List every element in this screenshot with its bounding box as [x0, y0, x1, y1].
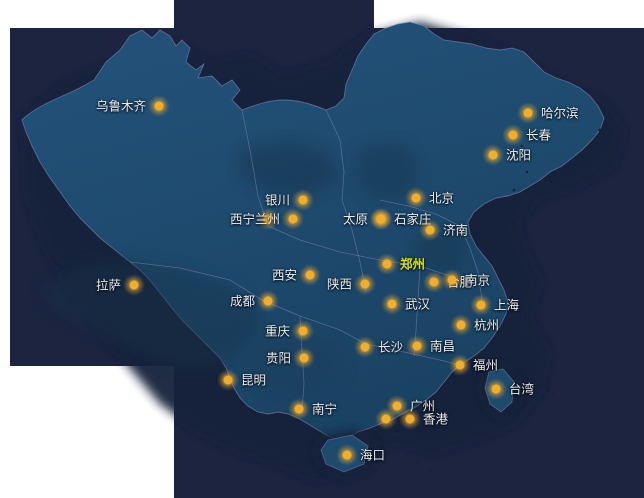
city-label-福州[interactable]: 福州: [473, 357, 499, 373]
city-marker-武汉[interactable]: [381, 293, 403, 315]
city-marker-贵阳[interactable]: [293, 347, 315, 369]
city-label-香港[interactable]: 香港: [423, 411, 449, 427]
city-marker-南宁[interactable]: [288, 398, 310, 420]
city-marker-银川[interactable]: [292, 189, 314, 211]
city-label-长春[interactable]: 长春: [526, 127, 552, 143]
city-label-成都[interactable]: 成都: [229, 293, 255, 309]
city-marker-台湾[interactable]: [485, 378, 507, 400]
city-label-海口[interactable]: 海口: [360, 447, 386, 463]
city-label-南宁[interactable]: 南宁: [312, 401, 338, 417]
city-marker-沈阳[interactable]: [482, 144, 504, 166]
city-marker-海口[interactable]: [336, 444, 358, 466]
city-marker-杭州[interactable]: [450, 314, 472, 336]
city-label-杭州[interactable]: 杭州: [474, 317, 500, 333]
city-marker-拉萨[interactable]: [123, 274, 145, 296]
city-marker-乌鲁木齐[interactable]: [148, 95, 170, 117]
city-marker-上海[interactable]: [470, 294, 492, 316]
small-islands: [404, 128, 612, 472]
city-marker-昆明[interactable]: [217, 369, 239, 391]
city-marker-福州[interactable]: [449, 354, 471, 376]
city-label-乌鲁木齐[interactable]: 乌鲁木齐: [95, 98, 146, 114]
city-marker-合肥[interactable]: [423, 271, 445, 293]
city-marker-郑州[interactable]: [376, 253, 398, 275]
city-label-西宁[interactable]: 西宁: [229, 211, 255, 227]
city-marker-西宁[interactable]: [257, 208, 279, 230]
city-marker-长春[interactable]: [502, 124, 524, 146]
city-label-南京[interactable]: 南京: [465, 272, 491, 288]
city-marker-兰州[interactable]: [282, 208, 304, 230]
city-marker-石家庄[interactable]: [370, 208, 392, 230]
city-marker-西安[interactable]: [299, 264, 321, 286]
city-label-兰州[interactable]: 兰州: [254, 211, 280, 227]
city-label-武汉[interactable]: 武汉: [405, 296, 431, 312]
city-label-郑州[interactable]: 郑州: [400, 256, 426, 272]
city-label-哈尔滨[interactable]: 哈尔滨: [541, 105, 579, 121]
city-marker-香港[interactable]: [399, 408, 421, 430]
city-label-太原[interactable]: 太原: [342, 211, 368, 227]
city-marker-重庆[interactable]: [292, 320, 314, 342]
city-marker-南京[interactable]: [441, 269, 463, 291]
city-label-西安[interactable]: 西安: [271, 267, 297, 283]
city-marker-成都[interactable]: [257, 290, 279, 312]
city-marker-哈尔滨[interactable]: [517, 102, 539, 124]
city-marker-北京[interactable]: [405, 187, 427, 209]
city-marker-南昌[interactable]: [406, 335, 428, 357]
city-label-长沙[interactable]: 长沙: [378, 339, 404, 355]
city-label-沈阳[interactable]: 沈阳: [506, 147, 532, 163]
city-label-济南[interactable]: 济南: [443, 222, 469, 238]
city-label-南昌[interactable]: 南昌: [430, 338, 456, 354]
city-label-拉萨[interactable]: 拉萨: [95, 277, 121, 293]
city-label-银川[interactable]: 银川: [264, 192, 290, 208]
city-label-贵阳[interactable]: 贵阳: [265, 350, 291, 366]
city-marker-陕西[interactable]: [354, 273, 376, 295]
city-marker-长沙[interactable]: [354, 336, 376, 358]
city-label-台湾[interactable]: 台湾: [509, 381, 535, 397]
city-marker-济南[interactable]: [419, 219, 441, 241]
city-label-上海[interactable]: 上海: [494, 297, 520, 313]
city-label-北京[interactable]: 北京: [429, 190, 455, 206]
city-label-昆明[interactable]: 昆明: [241, 372, 267, 388]
city-label-重庆[interactable]: 重庆: [264, 323, 290, 339]
city-marker-深圳[interactable]: [375, 408, 397, 430]
city-label-陕西[interactable]: 陕西: [326, 276, 352, 292]
